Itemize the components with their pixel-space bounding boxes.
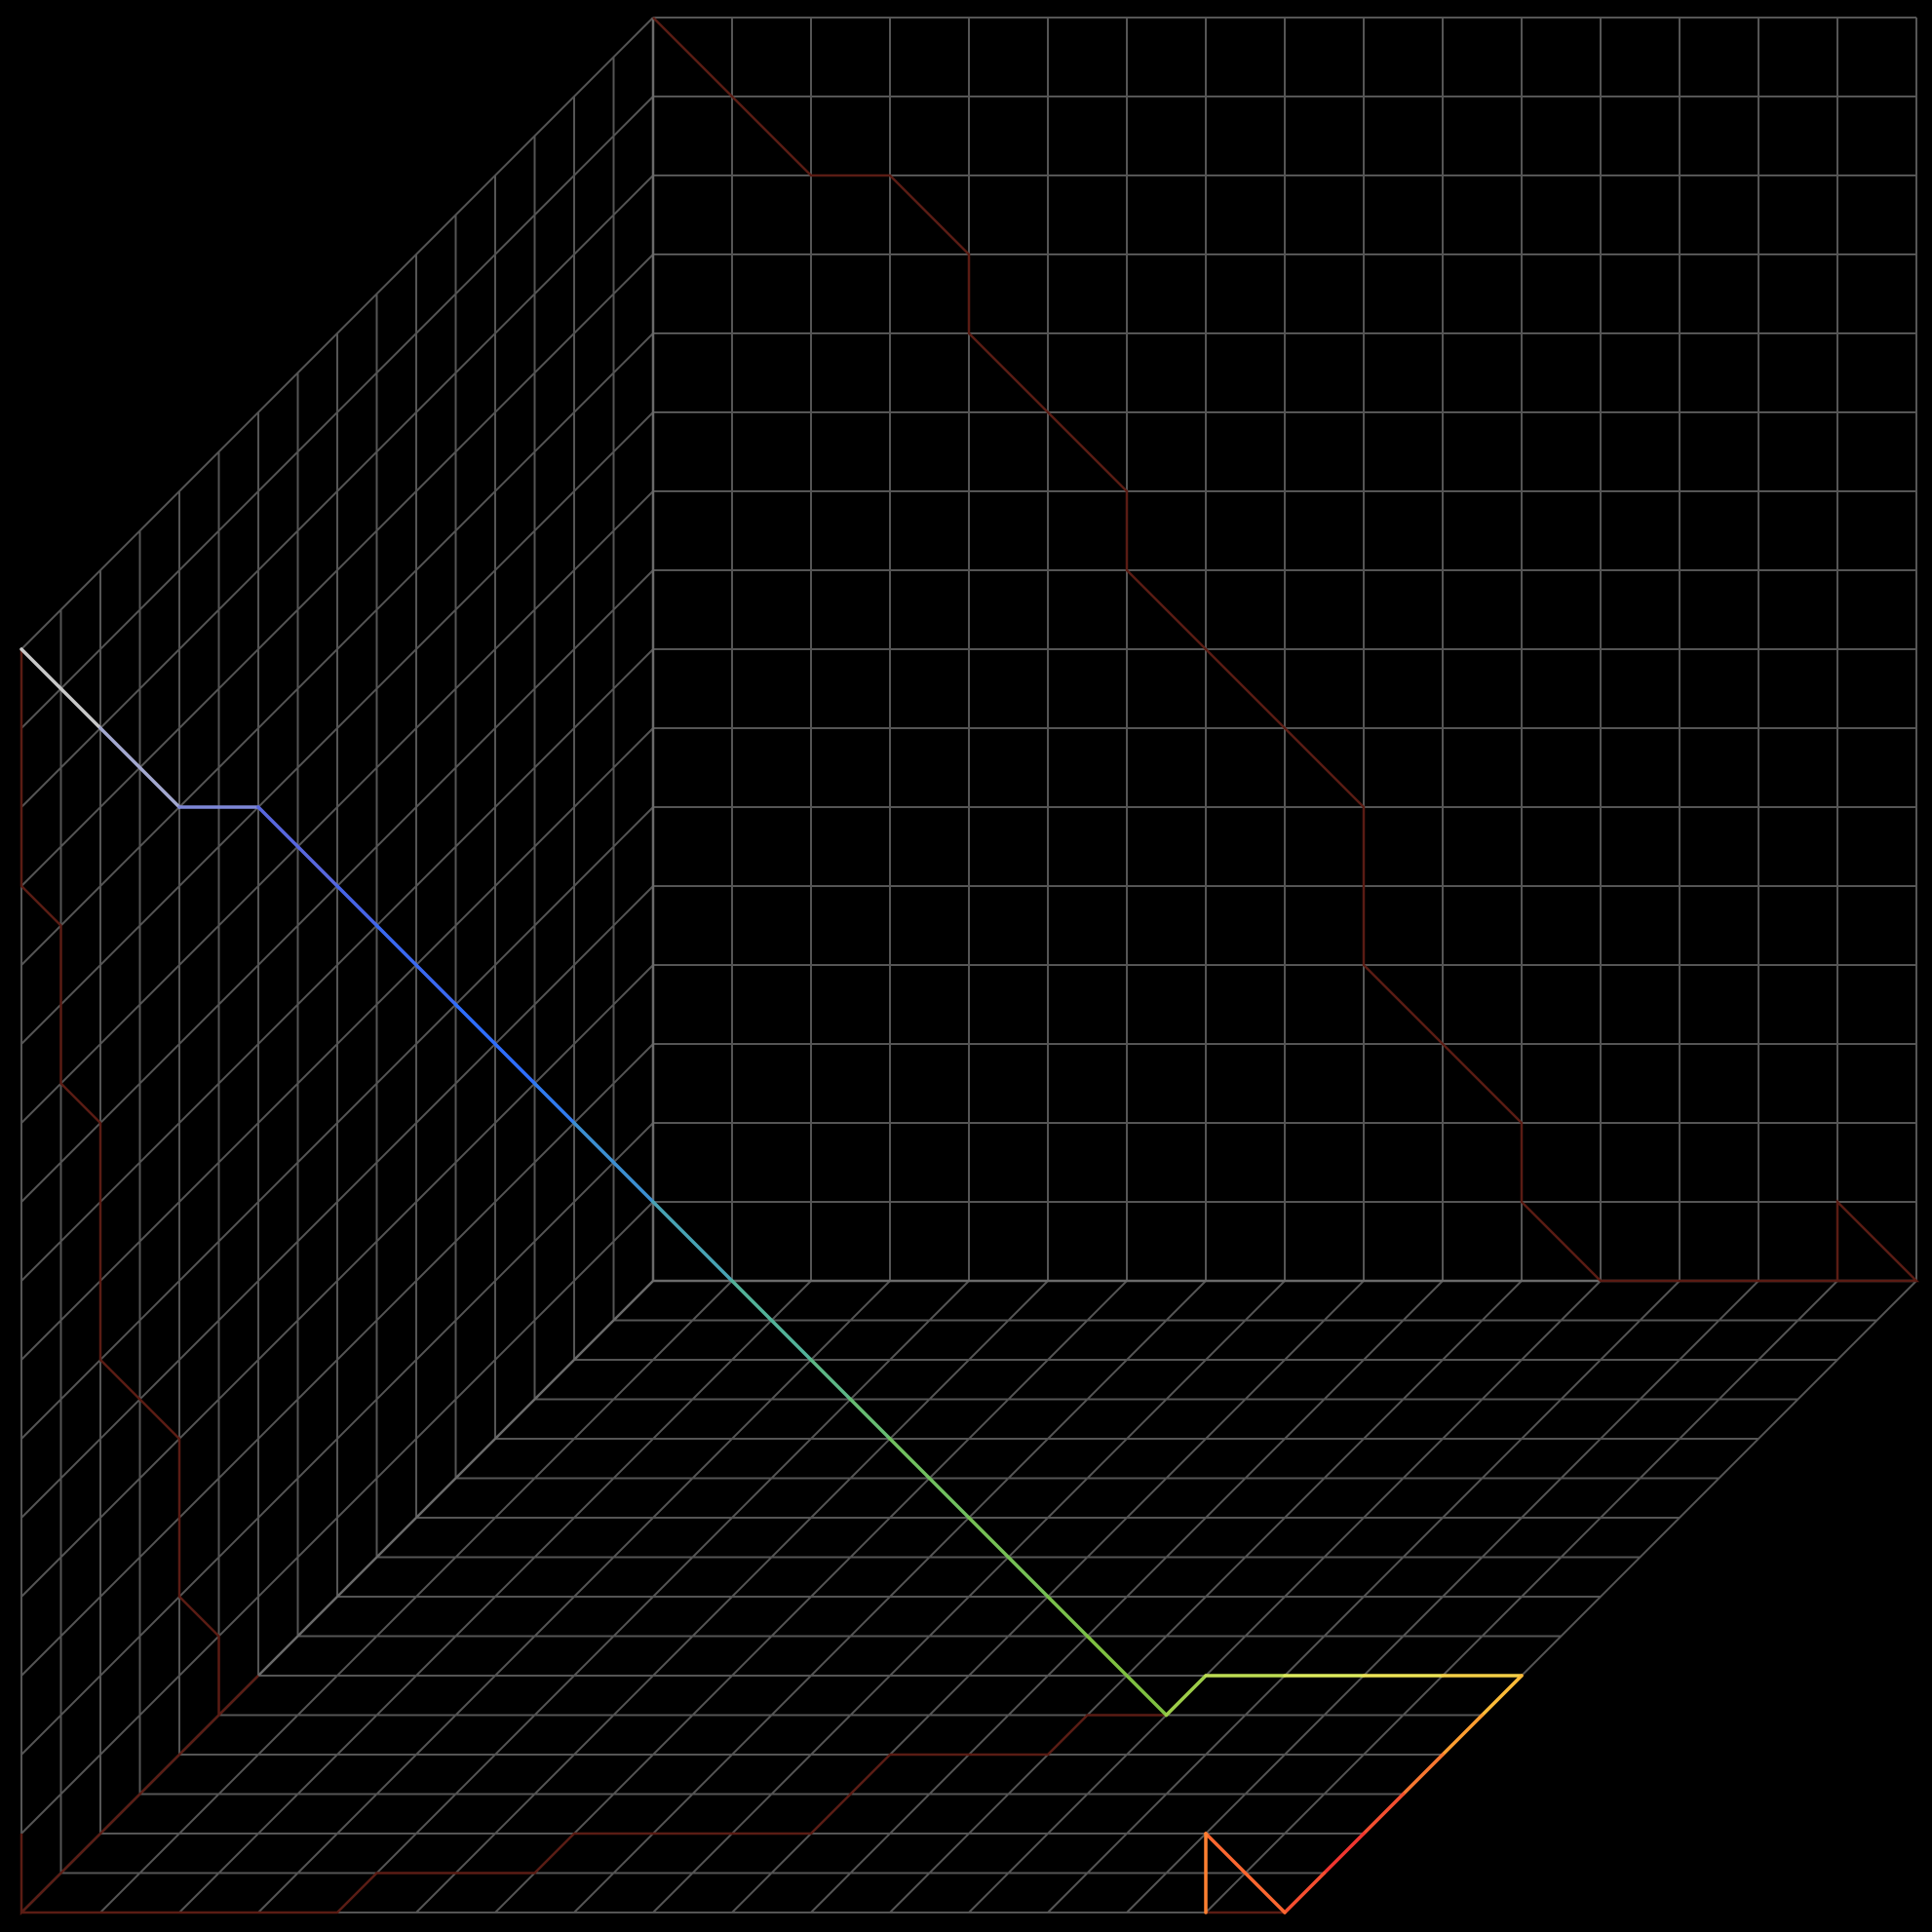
left-wall-grid-line	[20, 96, 654, 729]
floor-grid	[20, 1280, 1917, 1913]
left-wall-grid-line	[20, 17, 654, 650]
path-segment	[848, 1397, 892, 1441]
path-segment	[730, 1279, 813, 1362]
left-wall-grid-line	[20, 174, 654, 808]
floor-grid-line	[1126, 1280, 1759, 1913]
path-segment	[1164, 1674, 1208, 1718]
path-segment	[19, 647, 102, 730]
left-wall-grid	[20, 17, 654, 1913]
path-segment	[1322, 1832, 1366, 1875]
path-segment	[1362, 1792, 1406, 1835]
path-segment	[888, 1437, 971, 1520]
path-segment	[1441, 1713, 1485, 1757]
path-segment	[967, 1516, 1050, 1599]
path-segment	[651, 1200, 734, 1283]
back-wall-projection	[652, 17, 1920, 1283]
floor-grid-line	[1047, 1280, 1681, 1913]
path-segment	[98, 726, 181, 809]
path-segment	[1085, 1634, 1169, 1718]
lattice-path-3d	[19, 647, 1524, 1914]
path-segment	[1283, 1871, 1327, 1914]
left-wall-grid-line	[20, 648, 654, 1282]
path-segment	[453, 1002, 537, 1086]
path-segment	[256, 805, 339, 888]
floor-grid-line	[889, 1280, 1523, 1913]
path-segment	[809, 1358, 853, 1402]
path-segment	[532, 1081, 576, 1125]
path-segment	[1401, 1753, 1445, 1797]
path-segment	[374, 923, 458, 1007]
path-segment	[1046, 1595, 1090, 1639]
path-segment	[1480, 1674, 1524, 1718]
left-wall-grid-line	[20, 490, 654, 1124]
path-segment	[572, 1121, 655, 1204]
left-wall-grid-line	[20, 332, 654, 966]
left-wall-projection	[19, 649, 259, 1916]
floor-grid-line	[968, 1280, 1602, 1913]
back-wall-grid	[652, 17, 1917, 1282]
floor-grid-line	[1205, 1280, 1838, 1913]
path-segment	[1204, 1832, 1287, 1914]
left-wall-grid-line	[20, 253, 654, 887]
left-wall-grid-line	[20, 411, 654, 1045]
path-segment	[335, 884, 379, 928]
floor-grid-line	[810, 1280, 1444, 1913]
